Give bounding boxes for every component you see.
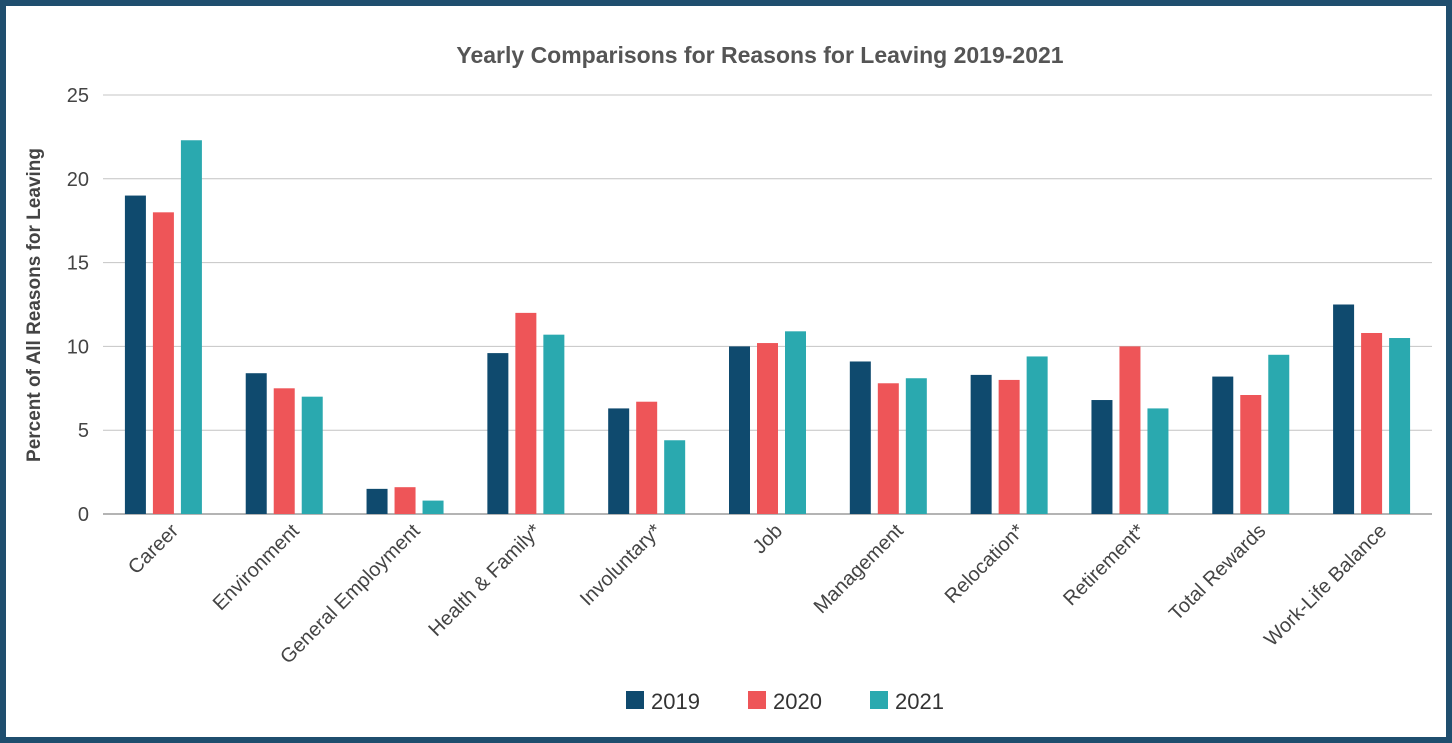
x-tick-label: Environment bbox=[209, 520, 304, 615]
y-tick-label: 15 bbox=[67, 253, 89, 275]
y-tick-label: 5 bbox=[78, 420, 89, 442]
bar-2021 bbox=[785, 331, 806, 514]
bar-2020 bbox=[1361, 332, 1383, 514]
bar-2020 bbox=[1119, 346, 1141, 514]
y-axis-label: Percent of All Reasons for Leaving bbox=[24, 148, 45, 462]
bar-2019 bbox=[1212, 376, 1234, 514]
legend-label: 2019 bbox=[651, 689, 700, 714]
bar-2020 bbox=[877, 383, 899, 514]
bars bbox=[124, 140, 1411, 514]
bar-2019 bbox=[245, 373, 267, 514]
x-tick-label: Total Rewards bbox=[1165, 520, 1270, 625]
y-tick-label: 0 bbox=[78, 504, 89, 526]
gridlines bbox=[103, 94, 1432, 515]
bar-2019 bbox=[1091, 400, 1113, 514]
x-tick-label: Relocation* bbox=[941, 520, 1029, 608]
bar-2021 bbox=[543, 334, 565, 514]
bar-2021 bbox=[1268, 354, 1290, 514]
legend-label: 2021 bbox=[895, 689, 944, 714]
bar-2021 bbox=[180, 140, 202, 514]
x-tick-label: Career bbox=[124, 520, 183, 579]
bar-2020 bbox=[515, 312, 537, 514]
x-tick-label: Involuntary* bbox=[576, 520, 666, 610]
bar-2020 bbox=[636, 401, 658, 514]
legend-swatch bbox=[748, 691, 766, 709]
y-tick-label: 25 bbox=[67, 85, 89, 107]
x-tick-label: Job bbox=[749, 520, 787, 558]
chart-title: Yearly Comparisons for Reasons for Leavi… bbox=[456, 42, 1063, 68]
bar-2020 bbox=[152, 212, 174, 514]
bar-2021 bbox=[1389, 338, 1411, 514]
bar-2019 bbox=[487, 353, 509, 514]
bar-2019 bbox=[729, 346, 750, 514]
legend-swatch bbox=[870, 691, 888, 709]
x-tick-label: Retirement* bbox=[1059, 520, 1149, 610]
bar-2019 bbox=[366, 488, 388, 514]
x-tick-label: Work-Life Balance bbox=[1260, 520, 1391, 651]
bar-2020 bbox=[998, 379, 1020, 514]
bar-2021 bbox=[905, 378, 927, 514]
bar-2021 bbox=[1147, 408, 1169, 514]
y-tick-label: 10 bbox=[67, 336, 89, 358]
bar-2020 bbox=[1240, 395, 1262, 514]
legend-swatch bbox=[626, 691, 644, 709]
bar-2019 bbox=[970, 374, 992, 514]
bar-2019 bbox=[608, 408, 630, 514]
bar-2021 bbox=[422, 500, 444, 514]
legend: 2019 2020 2021 bbox=[626, 689, 944, 714]
legend-label: 2020 bbox=[773, 689, 822, 714]
bar-2021 bbox=[301, 396, 323, 514]
bar-2020 bbox=[394, 487, 416, 514]
x-tick-label: General Employment bbox=[276, 520, 425, 669]
x-tick-label: Management bbox=[810, 520, 908, 618]
bar-2021 bbox=[664, 440, 686, 514]
bar-2020 bbox=[273, 388, 295, 514]
bar-2019 bbox=[849, 361, 871, 514]
bar-2019 bbox=[1333, 304, 1355, 514]
y-axis-ticks: 0 5 10 15 20 25 bbox=[67, 85, 89, 526]
y-tick-label: 20 bbox=[67, 169, 89, 191]
bar-2020 bbox=[757, 343, 778, 514]
x-tick-label: Health & Family* bbox=[425, 520, 546, 641]
bar-2021 bbox=[1026, 356, 1048, 514]
bar-2019 bbox=[124, 195, 146, 514]
